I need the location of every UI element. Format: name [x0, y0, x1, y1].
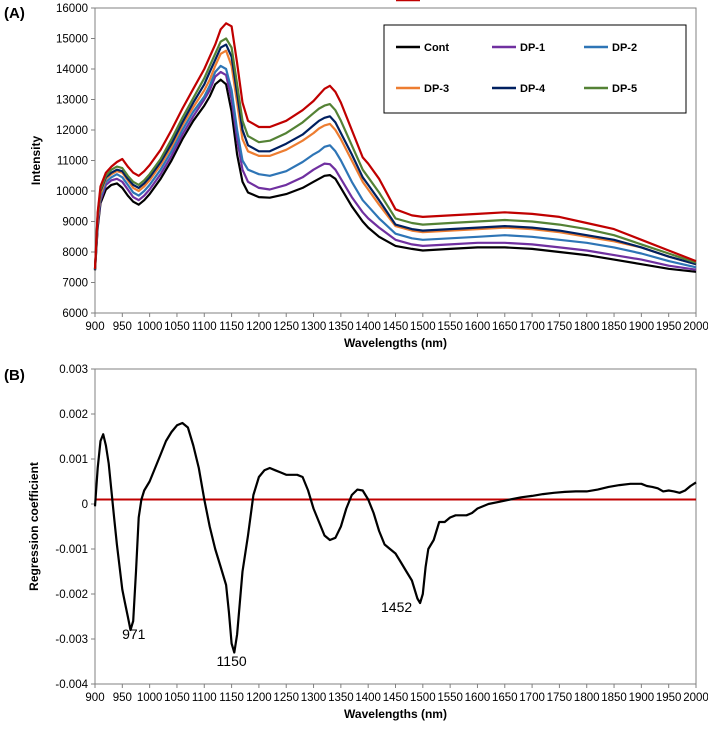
panel-a-x-tick-label: 1400 — [355, 321, 381, 333]
panel-b-x-axis-title: Wavelengths (nm) — [344, 707, 447, 721]
panel-a-x-tick-label: 1000 — [137, 321, 163, 333]
panel-b-x-tick-label: 1000 — [137, 692, 163, 704]
peak-annotation: 971 — [122, 626, 146, 642]
panel-a-y-tick-label: 9000 — [62, 217, 88, 229]
panel-b-annotations: 971 1150 1452 — [122, 599, 412, 669]
panel-a-x-tick-label: 1700 — [519, 321, 545, 333]
panel-a-y-tick-label: 6000 — [62, 308, 88, 320]
panel-b-plot-area — [94, 368, 697, 685]
panel-a-x-tick-label: 1600 — [465, 321, 491, 333]
panel-b-series-regression-coefficient — [93, 421, 697, 654]
legend-label: DP-3 — [424, 83, 449, 95]
legend-label: DP-2 — [612, 42, 637, 54]
panel-a-x-tick-label: 1300 — [301, 321, 327, 333]
panel-a-x-tick-label: 1450 — [383, 321, 409, 333]
panel-b-x-tick-label: 1500 — [410, 692, 436, 704]
panel-a-x-tick-label: 1100 — [192, 321, 217, 333]
panel-a-x-tick-label: 1350 — [328, 321, 354, 333]
legend-label: DP-6 — [424, 0, 449, 3]
panel-a-y-tick-label: 11000 — [57, 156, 88, 168]
panel-b-ticks: 900 950 1000 1050 1100 1150 1200 1250 1300 1350 14… — [55, 364, 708, 704]
panel-a-series — [93, 22, 697, 273]
panel-a-x-tick-label: 1650 — [492, 321, 518, 333]
panel-a-legend: Cont DP-1 DP-2 DP-3 DP-4 DP-5 DP-6 — [383, 0, 687, 114]
peak-annotation: 1452 — [381, 599, 412, 615]
legend-box — [383, 24, 687, 114]
panel-a-series-dp-4 — [93, 43, 697, 270]
panel-a-x-axis-title: Wavelengths (nm) — [344, 336, 447, 350]
panel-b-x-tick-label: 2000 — [683, 692, 708, 704]
legend-label: DP-5 — [612, 83, 637, 95]
panel-b-y-tick-label: 0 — [82, 499, 88, 511]
panel-a-x-tick-label: 1750 — [547, 321, 573, 333]
panel-b-x-tick-label: 1450 — [383, 692, 409, 704]
panel-b-x-tick-label: 1250 — [273, 692, 299, 704]
panel-b-y-tick-label: 0.001 — [59, 454, 88, 466]
panel-b-x-tick-label: 1150 — [219, 692, 244, 704]
panel-b-x-tick-label: 1400 — [355, 692, 381, 704]
panel-b-x-tick-label: 1700 — [519, 692, 545, 704]
panel-b-y-tick-label: 0.002 — [59, 409, 88, 421]
panel-a-label: (A) — [4, 5, 25, 22]
panel-b-x-tick-label: 1600 — [465, 692, 491, 704]
panel-b-x-tick-label: 950 — [113, 692, 132, 704]
panel-b-x-tick-label: 1750 — [547, 692, 573, 704]
legend-label: DP-4 — [520, 83, 546, 95]
panel-b-y-tick-label: 0.003 — [59, 364, 88, 376]
panel-a-x-tick-label: 1800 — [574, 321, 600, 333]
panel-a-y-axis-title: Intensity — [29, 136, 43, 186]
panel-b-x-tick-label: 900 — [85, 692, 104, 704]
panel-b-y-tick-label: -0.004 — [55, 679, 88, 691]
panel-a-series-cont — [93, 78, 697, 273]
panel-a-x-tick-label: 1050 — [164, 321, 190, 333]
panel-b-y-tick-label: -0.003 — [55, 634, 88, 646]
panel-a-y-tick-label: 8000 — [62, 247, 88, 259]
panel-a-y-tick-label: 10000 — [56, 186, 88, 198]
panel-a-series-dp-1 — [93, 70, 697, 271]
panel-b-x-tick-label: 1550 — [437, 692, 463, 704]
panel-b-x-tick-label: 1850 — [601, 692, 627, 704]
panel-a-x-tick-label: 1550 — [437, 321, 463, 333]
panel-a-series-dp-6 — [93, 22, 697, 269]
panel-b-x-tick-label: 1650 — [492, 692, 518, 704]
panel-a-x-tick-label: 950 — [113, 321, 132, 333]
panel-a-ticks: 900 950 1000 1050 1100 1150 1200 1250 1300 1350 14… — [56, 3, 708, 333]
panel-b-x-tick-label: 1200 — [246, 692, 272, 704]
peak-annotation: 1150 — [217, 653, 247, 669]
panel-a-x-tick-label: 1500 — [410, 321, 436, 333]
panel-a-x-tick-label: 2000 — [683, 321, 708, 333]
panel-b-x-tick-label: 1900 — [629, 692, 655, 704]
panel-a-y-tick-label: 14000 — [56, 64, 88, 76]
panel-a-x-tick-label: 1850 — [601, 321, 627, 333]
panel-b-y-tick-label: -0.001 — [55, 544, 88, 556]
panel-b-x-tick-label: 1050 — [164, 692, 190, 704]
panel-a-x-tick-label: 900 — [85, 321, 104, 333]
panel-a-x-tick-label: 1200 — [246, 321, 272, 333]
panel-a-x-tick-label: 1250 — [273, 321, 299, 333]
panel-b-x-tick-label: 1350 — [328, 692, 354, 704]
panel-b-x-tick-label: 1300 — [301, 692, 327, 704]
panel-a-x-tick-label: 1150 — [219, 321, 244, 333]
panel-a-y-tick-label: 16000 — [56, 3, 88, 15]
panel-a-series-dp-5 — [93, 37, 697, 270]
panel-a-series-dp-3 — [93, 49, 697, 270]
panel-a-series-dp-2 — [93, 64, 697, 270]
panel-b-x-tick-label: 1950 — [656, 692, 682, 704]
panel-a-y-tick-label: 13000 — [56, 95, 88, 107]
panel-b-y-tick-label: -0.002 — [55, 589, 88, 601]
panel-a-y-tick-label: 12000 — [56, 125, 88, 137]
panel-a-y-tick-label: 7000 — [62, 278, 88, 290]
panel-b-label: (B) — [4, 367, 25, 384]
panel-b-x-tick-label: 1800 — [574, 692, 600, 704]
panel-b-y-axis-title: Regression coefficient — [27, 462, 41, 591]
panel-a-y-tick-label: 15000 — [56, 34, 88, 46]
panel-a-x-tick-label: 1950 — [656, 321, 682, 333]
legend-label: Cont — [424, 42, 449, 54]
panel-b-series — [93, 421, 697, 654]
panel-b-x-tick-label: 1100 — [192, 692, 217, 704]
legend-label: DP-1 — [520, 42, 545, 54]
panel-a-x-tick-label: 1900 — [629, 321, 655, 333]
